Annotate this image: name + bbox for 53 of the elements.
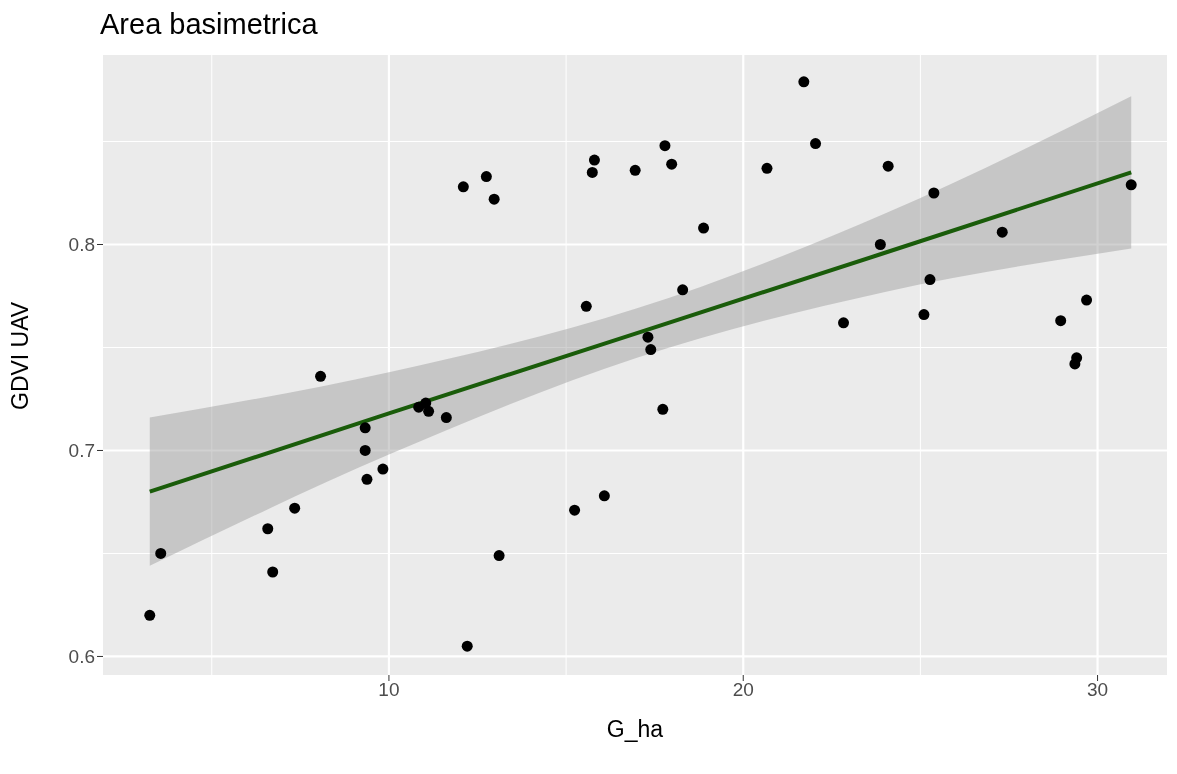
point (928, 187, 940, 199)
point (440, 412, 452, 424)
point (480, 171, 492, 183)
point (598, 490, 610, 502)
point (423, 405, 435, 417)
point (359, 444, 371, 456)
point (698, 222, 710, 234)
x-tick-label: 20 (732, 679, 754, 701)
point (874, 239, 886, 250)
point (493, 550, 505, 562)
point (586, 166, 598, 178)
point (924, 274, 936, 286)
point (361, 473, 373, 485)
point (580, 300, 592, 312)
y-axis-title: GDVI UAV (7, 301, 34, 410)
line-series (147, 170, 1134, 494)
point (642, 331, 654, 343)
point (289, 502, 301, 514)
point (810, 138, 822, 150)
point (1125, 179, 1137, 191)
point (488, 193, 500, 205)
y-tick-label: 0.6 (68, 646, 95, 668)
point (882, 160, 894, 172)
point (1055, 315, 1067, 327)
point (798, 76, 810, 88)
point (659, 140, 671, 152)
point (359, 422, 371, 434)
point (918, 309, 930, 321)
point (377, 463, 389, 475)
chart-title: Area basimetrica (100, 8, 319, 41)
point (996, 226, 1008, 238)
point (155, 547, 167, 559)
point (588, 154, 600, 166)
point (262, 523, 274, 535)
point (569, 504, 581, 516)
point (761, 162, 773, 174)
x-axis-title: G_ha (606, 716, 664, 742)
point (645, 344, 657, 356)
point (657, 403, 669, 415)
point (677, 284, 689, 296)
point (144, 609, 156, 621)
point (666, 158, 678, 170)
x-tick-label: 10 (378, 679, 400, 701)
point (267, 566, 279, 578)
point (461, 640, 473, 652)
point (838, 317, 850, 329)
y-tick-label: 0.8 (68, 234, 95, 256)
y-tick-label: 0.7 (68, 440, 95, 462)
x-tick-label: 30 (1086, 679, 1109, 701)
point (1081, 294, 1093, 306)
point (629, 164, 641, 176)
point (315, 370, 327, 382)
point (457, 181, 469, 193)
